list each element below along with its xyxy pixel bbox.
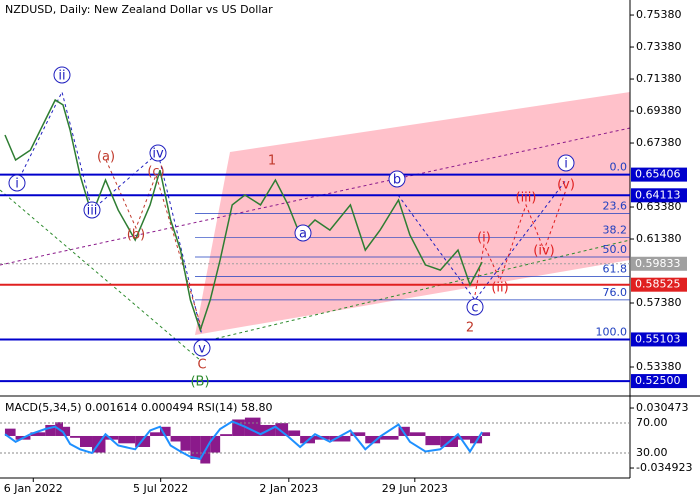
macd-bar (63, 426, 71, 436)
fib-label: 38.2 (603, 224, 628, 237)
fib-label: 76.0 (603, 286, 628, 299)
macd-tick-label: -0.034923 (636, 461, 692, 474)
rsi-tick-label: 70.00 (636, 416, 668, 429)
macd-bar (329, 435, 351, 442)
y-tick-label: 0.67380 (636, 136, 682, 149)
fib-label: 100.0 (596, 325, 628, 338)
wave-circle (83, 201, 101, 219)
macd-bar (4, 428, 16, 436)
wave-label: C (197, 358, 206, 373)
wave-label: i (564, 157, 568, 172)
level-box (631, 332, 687, 347)
wave-circle (557, 154, 575, 172)
wave-circle (294, 224, 312, 242)
macd-tick-label: 0.030473 (636, 401, 689, 414)
wave-circle (388, 170, 406, 188)
y-tick-label: 0.75380 (636, 8, 682, 21)
wave-label: ii (58, 69, 65, 84)
wave-label: (ii) (491, 281, 508, 296)
wave-label: (iv) (533, 244, 554, 259)
level-label: 0.64113 (635, 188, 681, 201)
wave-label: v (198, 342, 206, 357)
wave-circle (53, 66, 71, 84)
macd-bar (288, 430, 301, 436)
level-label: 0.59833 (635, 257, 681, 270)
price-line (4, 98, 483, 333)
macd-bar (425, 435, 441, 446)
macd-bar (118, 435, 136, 444)
macd-bar (457, 435, 471, 440)
macd-bar (70, 435, 80, 438)
wave-circle (149, 144, 167, 162)
y-tick-label: 0.57380 (636, 296, 682, 309)
level-box (631, 256, 687, 271)
macd-bar (275, 423, 289, 436)
macd-bar (79, 435, 93, 447)
x-tick-label: 5 Jul 2022 (133, 482, 188, 495)
wave-label: (a) (97, 150, 115, 165)
level-label: 0.52500 (635, 374, 681, 387)
macd-bar (105, 435, 119, 440)
macd-bar (365, 435, 381, 444)
rsi-line (4, 420, 483, 461)
indicator-label: MACD(5,34,5) 0.001614 0.000494 RSI(14) 5… (5, 401, 272, 414)
macd-bar (470, 435, 483, 444)
y-tick-label: 0.63380 (636, 200, 682, 213)
fib-label: 23.6 (603, 200, 628, 213)
wave-label: iv (152, 147, 164, 162)
macd-bar (170, 435, 181, 442)
level-label: 0.55103 (635, 332, 681, 345)
level-label: 0.58525 (635, 278, 681, 291)
macd-bar (159, 426, 171, 436)
fib-label: 61.8 (603, 262, 628, 275)
wave-label: (B) (190, 375, 209, 390)
macd-bar (380, 435, 399, 440)
wave-label: i (15, 177, 19, 192)
wave-label: (b) (127, 228, 145, 243)
macd-bar (482, 432, 491, 436)
x-tick-label: 2 Jan 2023 (259, 482, 318, 495)
level-box (631, 374, 687, 389)
wave-label: (i) (477, 231, 491, 246)
level-box (631, 167, 687, 182)
fib-label: 0.0 (610, 161, 628, 174)
macd-bar (350, 432, 366, 436)
macd-bar (210, 435, 221, 453)
chart-title: NZDUSD, Daily: New Zealand Dollar vs US … (5, 3, 273, 16)
macd-bar (190, 435, 201, 459)
y-tick-label: 0.73380 (636, 40, 682, 53)
wave-label: 1 (268, 154, 276, 169)
wave-circle (8, 174, 26, 192)
level-box (631, 188, 687, 203)
y-tick-label: 0.53380 (636, 360, 682, 373)
macd-bar (150, 432, 160, 436)
wave-label: (iii) (516, 191, 537, 206)
wave-label: b (393, 173, 401, 188)
fib-label: 50.0 (603, 243, 628, 256)
wave-label: 2 (466, 321, 474, 336)
level-box (631, 277, 687, 292)
wave-label: (v) (557, 178, 575, 193)
wave-circle (466, 298, 484, 316)
level-label: 0.65406 (635, 168, 681, 181)
macd-bar (409, 432, 426, 436)
wave-label: c (471, 301, 478, 316)
x-tick-label: 29 Jun 2023 (382, 482, 448, 495)
y-tick-label: 0.69380 (636, 104, 682, 117)
wave-label: iii (87, 204, 98, 219)
macd-bar (220, 434, 233, 436)
wave-label: (c) (147, 165, 164, 180)
macd-bar (30, 432, 46, 436)
wave-circle (193, 339, 211, 357)
x-tick-label: 6 Jan 2022 (4, 482, 63, 495)
macd-bar (180, 435, 191, 451)
macd-bar (45, 424, 56, 436)
y-tick-label: 0.61380 (636, 232, 682, 245)
y-tick-label: 0.71380 (636, 72, 682, 85)
rsi-tick-label: 30.00 (636, 446, 668, 459)
wave-label: a (299, 227, 307, 242)
